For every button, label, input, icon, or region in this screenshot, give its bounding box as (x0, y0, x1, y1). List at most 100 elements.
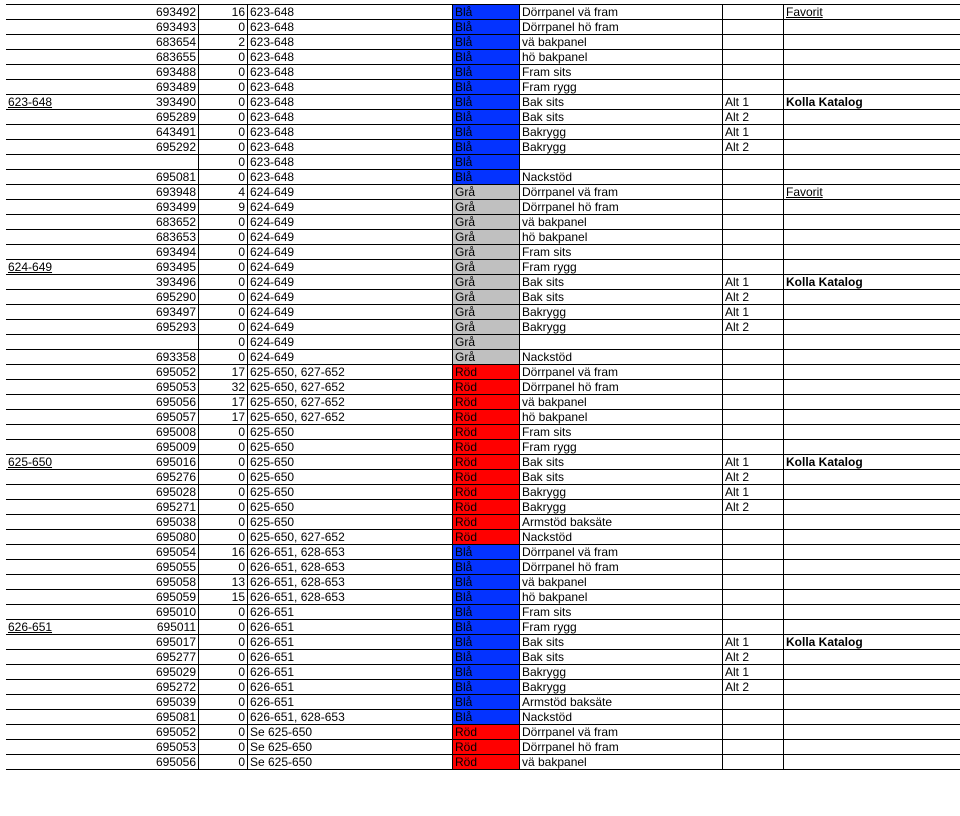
qty: 0 (199, 245, 248, 260)
qty: 0 (199, 50, 248, 65)
part-number: 695081 (76, 710, 199, 725)
table-row: 6934890623-648BlåFram rygg (6, 80, 960, 95)
part-number: 695052 (76, 365, 199, 380)
group-code (6, 230, 76, 245)
alt (723, 740, 784, 755)
color: Blå (453, 170, 520, 185)
description: Bak sits (520, 275, 723, 290)
group-code (6, 200, 76, 215)
alt (723, 545, 784, 560)
table-row: 69505416626-651, 628-653BlåDörrpanel vä … (6, 545, 960, 560)
qty: 17 (199, 365, 248, 380)
range: 623-648 (248, 125, 453, 140)
alt (723, 155, 784, 170)
qty: 0 (199, 275, 248, 290)
table-row: 6950390626-651BlåArmstöd baksäte (6, 695, 960, 710)
group-code (6, 185, 76, 200)
qty: 17 (199, 395, 248, 410)
part-number: 693494 (76, 245, 199, 260)
description: Dörrpanel vä fram (520, 5, 723, 20)
range: 623-648 (248, 95, 453, 110)
part-number: 683655 (76, 50, 199, 65)
part-number: 693358 (76, 350, 199, 365)
range: 626-651 (248, 695, 453, 710)
group-code (6, 635, 76, 650)
group-code (6, 590, 76, 605)
note (784, 65, 960, 80)
note (784, 620, 960, 635)
color: Blå (453, 635, 520, 650)
description: vä bakpanel (520, 755, 723, 770)
description: Bak sits (520, 470, 723, 485)
description: Bak sits (520, 290, 723, 305)
part-number: 695029 (76, 665, 199, 680)
part-number: 695008 (76, 425, 199, 440)
group-code (6, 410, 76, 425)
color: Grå (453, 230, 520, 245)
table-row: 6950090625-650RödFram rygg (6, 440, 960, 455)
group-code (6, 20, 76, 35)
color: Blå (453, 575, 520, 590)
note: Kolla Katalog (784, 635, 960, 650)
color: Grå (453, 350, 520, 365)
table-row: 69505813626-651, 628-653Blåvä bakpanel (6, 575, 960, 590)
alt: Alt 1 (723, 485, 784, 500)
part-number: 695058 (76, 575, 199, 590)
color: Grå (453, 320, 520, 335)
note (784, 215, 960, 230)
qty: 0 (199, 425, 248, 440)
color: Röd (453, 740, 520, 755)
part-number: 695039 (76, 695, 199, 710)
qty: 15 (199, 590, 248, 605)
qty: 16 (199, 545, 248, 560)
table-row: 6934880623-648BlåFram sits (6, 65, 960, 80)
group-code (6, 290, 76, 305)
note (784, 395, 960, 410)
qty: 0 (199, 635, 248, 650)
part-number: 695052 (76, 725, 199, 740)
description: Fram sits (520, 425, 723, 440)
range: 623-648 (248, 170, 453, 185)
table-row: 6950560Se 625-650Rödvä bakpanel (6, 755, 960, 770)
qty: 0 (199, 725, 248, 740)
color: Blå (453, 590, 520, 605)
qty: 0 (199, 740, 248, 755)
description: Bakrygg (520, 305, 723, 320)
part-number: 693492 (76, 5, 199, 20)
note (784, 35, 960, 50)
table-row: 625-6506950160625-650RödBak sitsAlt 1Kol… (6, 455, 960, 470)
note (784, 110, 960, 125)
table-row: 69505915626-651, 628-653Blåhö bakpanel (6, 590, 960, 605)
table-row: 6950810626-651, 628-653BlåNackstöd (6, 710, 960, 725)
part-number: 695011 (76, 620, 199, 635)
description: Bakrygg (520, 320, 723, 335)
group-code: 623-648 (6, 95, 76, 110)
alt: Alt 1 (723, 665, 784, 680)
table-row: 6950170626-651BlåBak sitsAlt 1Kolla Kata… (6, 635, 960, 650)
group-code (6, 350, 76, 365)
range: 624-649 (248, 320, 453, 335)
qty: 0 (199, 80, 248, 95)
range: Se 625-650 (248, 725, 453, 740)
group-code (6, 35, 76, 50)
part-number: 695017 (76, 635, 199, 650)
table-row: 6934930623-648BlåDörrpanel hö fram (6, 20, 960, 35)
color: Blå (453, 605, 520, 620)
note: Favorit (784, 5, 960, 20)
color: Röd (453, 425, 520, 440)
alt (723, 620, 784, 635)
qty: 0 (199, 95, 248, 110)
part-number: 695272 (76, 680, 199, 695)
part-number: 643491 (76, 125, 199, 140)
part-number: 695293 (76, 320, 199, 335)
qty: 16 (199, 5, 248, 20)
part-number: 695290 (76, 290, 199, 305)
group-code (6, 470, 76, 485)
range: 625-650, 627-652 (248, 395, 453, 410)
description: Dörrpanel hö fram (520, 560, 723, 575)
group-code (6, 725, 76, 740)
range: 625-650, 627-652 (248, 530, 453, 545)
color: Blå (453, 95, 520, 110)
alt: Alt 1 (723, 95, 784, 110)
color: Röd (453, 380, 520, 395)
